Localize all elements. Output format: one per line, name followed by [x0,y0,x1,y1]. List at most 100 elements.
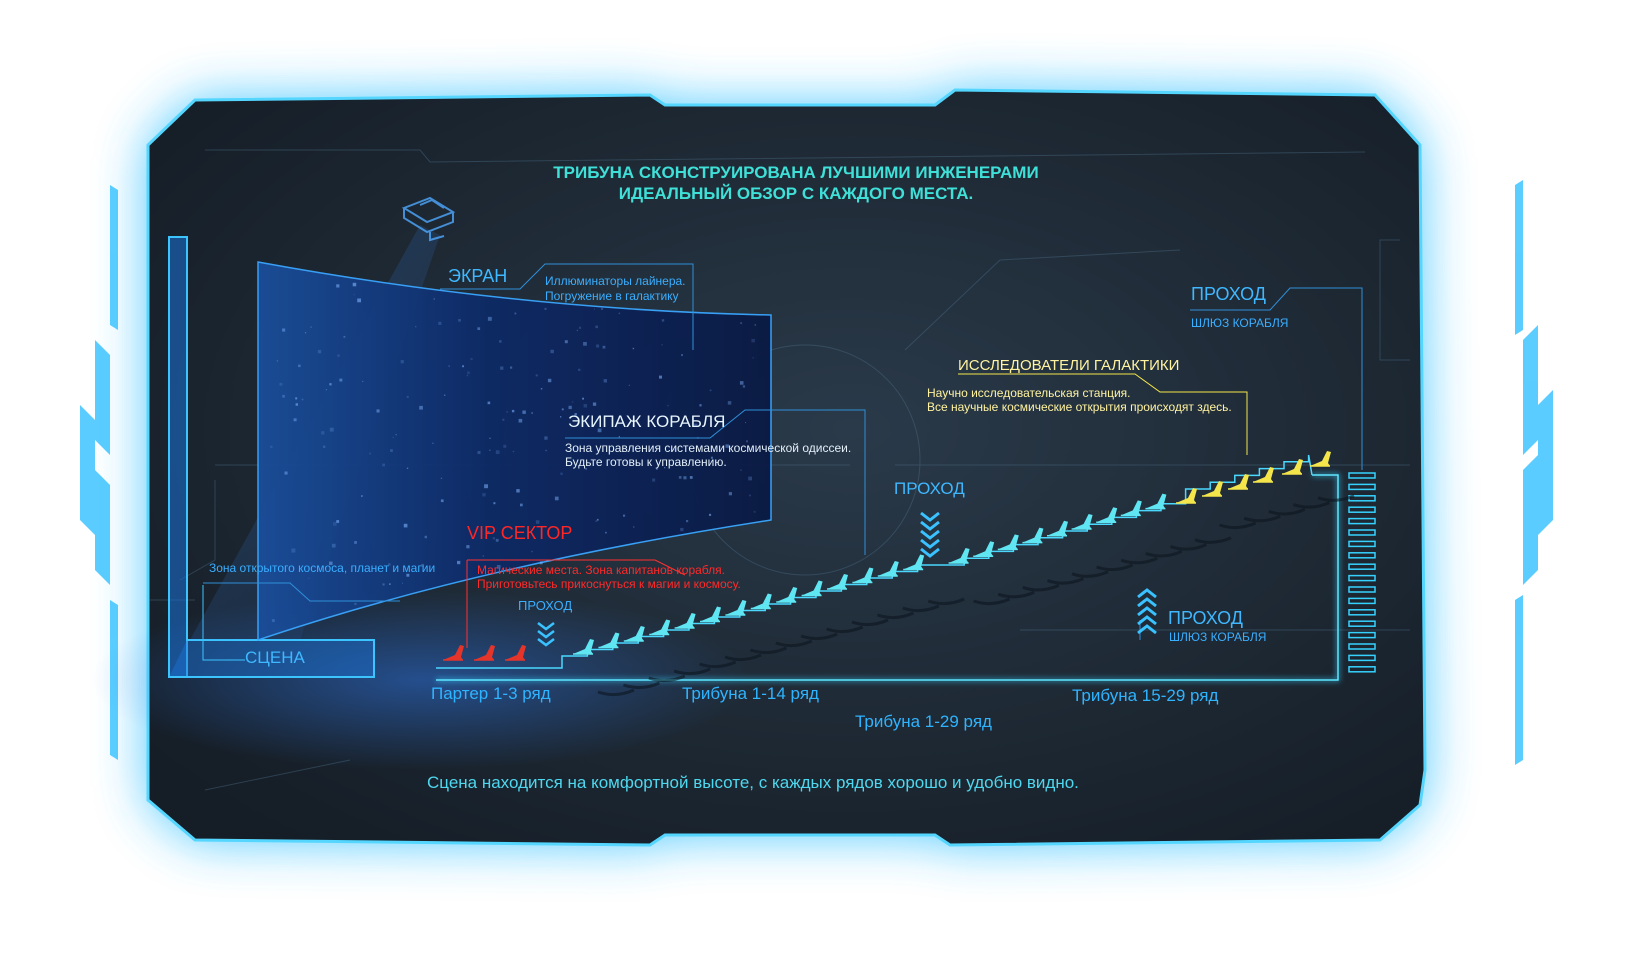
star [661,319,665,322]
aisle-right-sub: ШЛЮЗ КОРАБЛЯ [1169,630,1267,644]
seat-icon [1071,514,1093,530]
star [406,467,409,469]
star [550,349,554,354]
star [618,312,621,315]
aisle-top-sub: ШЛЮЗ КОРАБЛЯ [1191,316,1289,330]
star [301,398,304,401]
seat-shadow [1268,508,1306,516]
star [686,520,689,523]
seat-icon [973,541,995,557]
seat-shadow [1317,494,1355,502]
star [520,503,523,507]
star [554,496,559,501]
ladder-rung [1348,563,1376,570]
seat-shadow [1145,550,1183,558]
star [667,404,669,407]
explorers-desc-1: Научно исследовательская станция. [927,386,1131,400]
ladder-rung [1348,586,1376,593]
star [545,449,547,452]
ladder-icon [1348,472,1376,673]
star [754,324,756,326]
star [699,404,702,407]
star [382,583,385,586]
ladder-rung [1348,620,1376,627]
seat-icon [700,606,721,623]
star [415,592,417,594]
star [424,535,427,539]
seat-icon [877,561,899,577]
chevron-down-icon [537,622,555,647]
star [487,531,490,534]
star [270,445,273,449]
star [578,326,582,329]
star [336,284,340,288]
star [740,322,743,325]
screen-stars [270,282,756,622]
star [482,493,486,497]
star [339,378,343,382]
star [585,468,587,470]
star [578,368,581,371]
star [601,308,603,310]
star [457,560,461,565]
seat-shadow [851,618,889,627]
star [331,543,336,548]
star [382,463,385,467]
star [487,401,491,405]
seat-shadow [902,604,940,613]
star [564,340,568,344]
star [406,395,409,398]
star [740,469,742,471]
star [632,347,635,350]
seat-icon [750,593,772,610]
tribune-steps [436,454,1313,669]
star [282,328,286,332]
seat-shadow [973,597,1011,606]
star [689,476,693,479]
star [448,365,450,367]
star [304,332,307,334]
vip-desc-2: Приготовьтесь прикоснуться к магии и кос… [477,577,741,591]
star [749,494,751,497]
star [664,467,666,469]
star [362,380,364,382]
seat-shadow [699,660,737,669]
star [389,583,391,585]
star [343,335,346,338]
header-line-1: ТРИБУНА СКОНСТРУИРОВАНА ЛУЧШИМИ ИНЖЕНЕРА… [553,163,1039,182]
seat-icon [505,645,526,661]
stage-desc: Зона открытого космоса, планет и магии [209,561,436,575]
curved-screen [257,261,772,642]
star [516,489,520,493]
star [753,510,756,513]
star [539,561,543,565]
star [477,327,481,330]
aisle-center-label: ПРОХОД [894,479,965,498]
seat-icon [649,619,671,636]
seat-shadow [826,625,864,634]
star [487,316,492,321]
star [751,338,755,343]
star [661,344,663,346]
star [592,402,597,406]
star [502,418,505,421]
star [576,329,578,332]
aisle-small-label: ПРОХОД [518,598,573,613]
seat-shadow [724,653,762,662]
seat-shadow [1219,521,1257,530]
star [694,423,698,427]
seat-icon [1228,474,1249,490]
ladder-rung [1348,506,1376,513]
star [656,468,658,470]
ladder-rung [1348,574,1376,582]
vip-desc-1: Магические места. Зона капитанов корабля… [477,563,725,577]
star [593,308,595,310]
aisle-top-title: ПРОХОД [1191,284,1266,304]
star [354,541,357,544]
star [284,471,288,475]
parter-label: Партер 1-3 ряд [431,684,551,703]
star [531,412,533,414]
seat-shadow [876,611,915,620]
star [572,401,574,403]
star [500,366,504,370]
